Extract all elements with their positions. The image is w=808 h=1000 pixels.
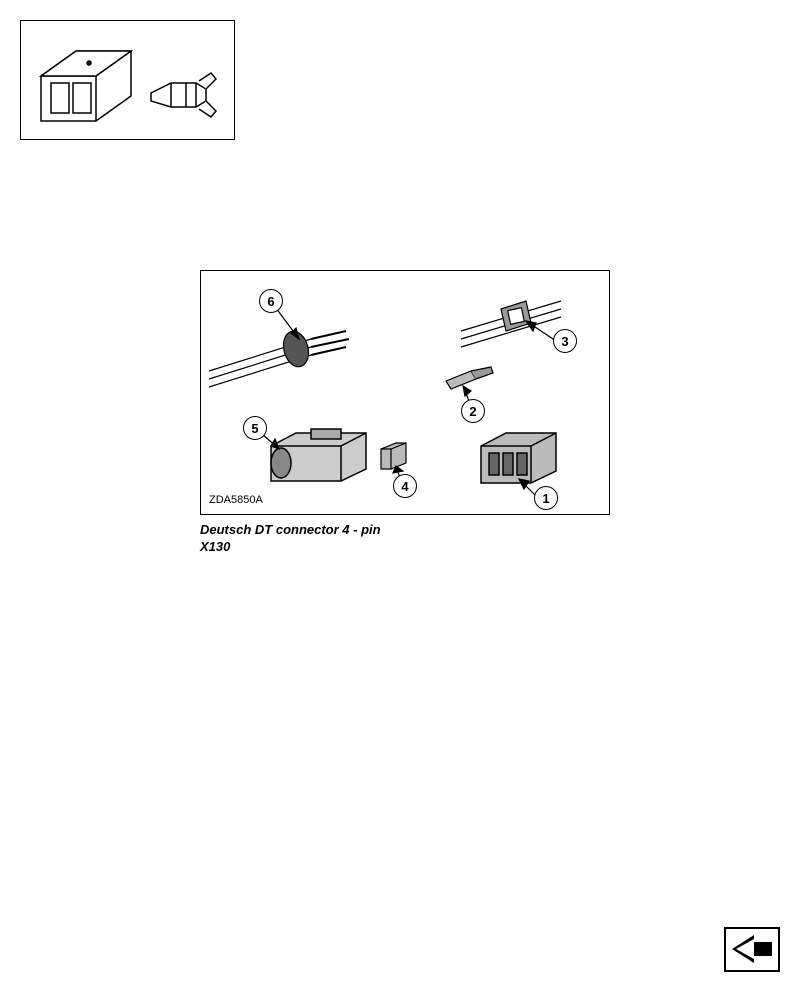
callout-label: 4	[401, 479, 408, 494]
callout-label: 3	[561, 334, 568, 349]
diagram-caption: Deutsch DT connector 4 - pin X130	[200, 522, 381, 556]
connector-icon-box	[20, 20, 235, 140]
callout-label: 1	[542, 491, 549, 506]
diagram-box: 6 3 2 5 4 1 ZDA5850A	[200, 270, 610, 515]
connector-illustration	[21, 21, 236, 141]
callout-label: 2	[469, 404, 476, 419]
callout-2: 2	[461, 399, 485, 423]
page-turn-icon	[724, 927, 780, 972]
callout-4: 4	[393, 474, 417, 498]
callout-label: 6	[267, 294, 274, 309]
callout-label: 5	[251, 421, 258, 436]
caption-line-2: X130	[200, 539, 230, 554]
callout-3: 3	[553, 329, 577, 353]
callout-6: 6	[259, 289, 283, 313]
callout-1: 1	[534, 486, 558, 510]
caption-line-1: Deutsch DT connector 4 - pin	[200, 522, 381, 537]
callout-5: 5	[243, 416, 267, 440]
diagram-code: ZDA5850A	[209, 494, 263, 506]
